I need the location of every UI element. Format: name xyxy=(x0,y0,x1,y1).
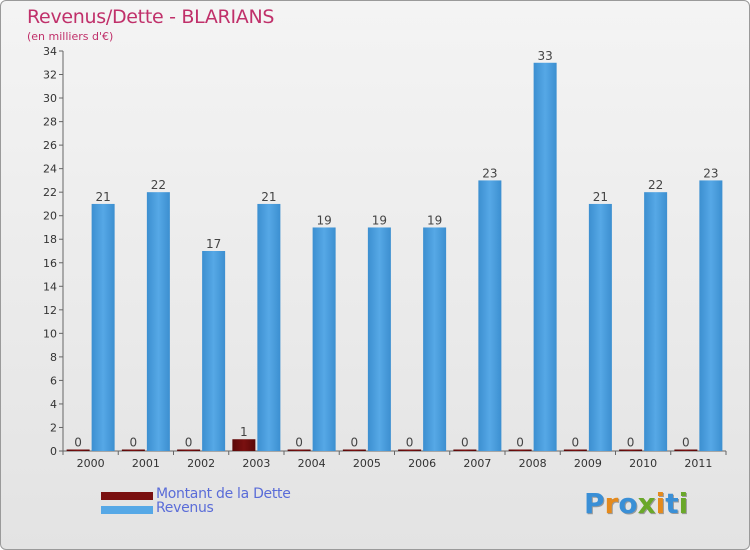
revenue-bar xyxy=(146,192,170,452)
brand-letter: i xyxy=(655,487,666,520)
debt-value-label: 0 xyxy=(516,436,524,450)
brand-letter: t xyxy=(665,487,679,520)
revenue-bar xyxy=(644,192,668,452)
brand-letter: i xyxy=(678,487,689,520)
y-tick-label: 12 xyxy=(43,304,57,317)
x-tick-label: 2001 xyxy=(132,457,160,470)
revenue-bar xyxy=(588,203,612,451)
revenue-bar xyxy=(312,227,336,451)
x-tick-label: 2002 xyxy=(187,457,215,470)
revenue-value-label: 22 xyxy=(648,178,663,192)
revenue-value-label: 22 xyxy=(151,178,166,192)
x-tick-label: 2004 xyxy=(298,457,326,470)
revenue-bar xyxy=(367,227,391,451)
debt-value-label: 0 xyxy=(461,436,469,450)
debt-bar xyxy=(342,449,366,451)
revenue-value-label: 21 xyxy=(95,190,110,204)
y-tick-label: 14 xyxy=(43,280,57,293)
revenue-bar xyxy=(423,227,447,451)
y-tick-label: 4 xyxy=(50,398,57,411)
y-tick-label: 26 xyxy=(43,139,57,152)
revenue-bar xyxy=(699,180,723,452)
x-tick-label: 2008 xyxy=(519,457,547,470)
y-tick-label: 6 xyxy=(50,374,57,387)
debt-value-label: 0 xyxy=(627,436,635,450)
y-tick-label: 8 xyxy=(50,351,57,364)
legend-swatch-revenue xyxy=(101,506,153,514)
debt-bar xyxy=(619,449,643,451)
chart-title: Revenus/Dette - BLARIANS xyxy=(27,6,275,28)
brand-letter: x xyxy=(637,487,656,520)
debt-value-label: 0 xyxy=(406,436,414,450)
revenue-bar xyxy=(257,203,281,451)
revenue-value-label: 19 xyxy=(427,213,442,227)
revenue-value-label: 19 xyxy=(372,213,387,227)
debt-value-label: 0 xyxy=(351,436,359,450)
revenue-value-label: 23 xyxy=(703,166,718,180)
brand-logo: Proxiti xyxy=(584,487,688,520)
legend-label-debt: Montant de la Dette xyxy=(156,486,291,502)
debt-value-label: 0 xyxy=(295,436,303,450)
y-tick-label: 28 xyxy=(43,116,57,129)
revenue-bar xyxy=(533,62,557,451)
legend-swatch-debt xyxy=(101,492,153,500)
y-tick-label: 34 xyxy=(43,45,57,58)
debt-bar xyxy=(563,449,587,451)
x-tick-label: 2010 xyxy=(629,457,657,470)
debt-bar xyxy=(508,449,532,451)
y-tick-label: 0 xyxy=(50,445,57,458)
x-tick-label: 2006 xyxy=(408,457,436,470)
chart-subtitle: (en milliers d'€) xyxy=(27,30,114,43)
debt-bar xyxy=(121,449,145,451)
y-tick-label: 16 xyxy=(43,257,57,270)
debt-bar xyxy=(66,449,90,451)
x-tick-label: 2000 xyxy=(77,457,105,470)
debt-bar xyxy=(453,449,477,451)
debt-value-label: 0 xyxy=(185,436,193,450)
y-tick-label: 18 xyxy=(43,233,57,246)
debt-bar xyxy=(287,449,311,451)
debt-bar xyxy=(398,449,422,451)
debt-bar xyxy=(232,439,256,451)
y-tick-label: 30 xyxy=(43,92,57,105)
revenue-value-label: 21 xyxy=(593,190,608,204)
revenue-value-label: 33 xyxy=(537,49,552,63)
brand-letter: r xyxy=(604,487,619,520)
chart-labels: 2000 0 21 2001 0 22 2002 0 17 2003 1 21 2004 0 19 2005 0… xyxy=(74,49,718,470)
y-tick-label: 32 xyxy=(43,69,57,82)
legend-label-revenue: Revenus xyxy=(156,500,214,516)
revenue-value-label: 19 xyxy=(316,213,331,227)
revenue-bar xyxy=(478,180,502,452)
y-tick-label: 2 xyxy=(50,421,57,434)
revenue-value-label: 21 xyxy=(261,190,276,204)
x-tick-label: 2009 xyxy=(574,457,602,470)
y-tick-label: 10 xyxy=(43,327,57,340)
debt-value-label: 0 xyxy=(74,436,82,450)
x-tick-label: 2007 xyxy=(463,457,491,470)
debt-bar xyxy=(177,449,201,451)
brand-letter: o xyxy=(618,487,638,520)
debt-value-label: 0 xyxy=(682,436,690,450)
y-tick-label: 20 xyxy=(43,210,57,223)
revenue-value-label: 17 xyxy=(206,237,221,251)
x-tick-label: 2011 xyxy=(684,457,712,470)
brand-letter: P xyxy=(584,487,605,520)
debt-value-label: 0 xyxy=(130,436,138,450)
debt-value-label: 1 xyxy=(240,425,248,439)
chart-bars xyxy=(66,62,723,452)
revenue-bar xyxy=(91,203,115,451)
debt-bar xyxy=(674,449,698,451)
revenue-bar xyxy=(202,251,226,451)
x-tick-label: 2005 xyxy=(353,457,381,470)
revenue-value-label: 23 xyxy=(482,166,497,180)
y-tick-label: 24 xyxy=(43,163,57,176)
debt-value-label: 0 xyxy=(572,436,580,450)
x-tick-label: 2003 xyxy=(242,457,270,470)
y-tick-label: 22 xyxy=(43,186,57,199)
